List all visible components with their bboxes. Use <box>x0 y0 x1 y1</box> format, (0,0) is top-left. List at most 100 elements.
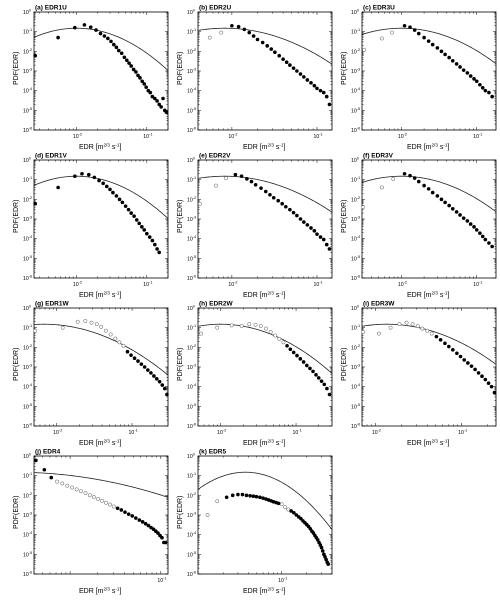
data-point <box>251 494 256 499</box>
data-point <box>156 531 160 535</box>
data-point <box>492 390 497 395</box>
data-point <box>408 25 412 29</box>
data-point <box>422 35 426 40</box>
data-point-open <box>205 513 210 517</box>
data-point <box>119 508 124 512</box>
data-point <box>233 172 238 177</box>
data-point-open <box>99 324 104 329</box>
data-point <box>245 177 249 181</box>
data-point <box>455 351 459 356</box>
x-tick-label: 10-2 <box>372 429 381 437</box>
data-point <box>98 31 103 36</box>
data-point <box>157 379 162 384</box>
x-tick-label: 10-2 <box>73 133 82 141</box>
x-tick-label: 10-1 <box>458 429 467 437</box>
y-tick-label: 10-2 <box>187 492 196 500</box>
data-point <box>108 187 112 192</box>
y-tick-label: 10-6 <box>351 127 360 135</box>
data-point <box>261 496 265 500</box>
data-point <box>164 110 169 115</box>
y-axis-label: PDF(EDR) <box>341 52 348 85</box>
data-point <box>139 362 144 366</box>
y-axis-label: PDF(EDR) <box>177 52 184 85</box>
data-point <box>146 368 150 372</box>
y-tick-label: 10-6 <box>187 127 196 135</box>
data-point <box>122 55 127 60</box>
data-point-open <box>420 326 425 331</box>
data-point <box>462 358 466 362</box>
data-point <box>33 201 37 206</box>
y-tick-label: 10-3 <box>187 364 196 372</box>
data-point-open <box>113 336 118 341</box>
data-point <box>263 189 268 194</box>
y-tick-label: 10-1 <box>23 176 32 184</box>
data-point <box>465 219 470 223</box>
data-point <box>140 225 144 229</box>
y-axis-label: PDF(EDR) <box>177 348 184 381</box>
data-point <box>49 475 54 480</box>
data-point <box>447 55 451 60</box>
data-point <box>430 42 435 47</box>
data-point-open <box>391 176 396 181</box>
data-point-open <box>197 201 202 206</box>
y-tick-label: 10-1 <box>23 28 32 36</box>
data-point <box>312 229 317 233</box>
data-point <box>144 85 148 90</box>
y-tick-label: 10-4 <box>187 383 196 391</box>
data-point-open <box>96 496 100 501</box>
data-point <box>416 179 421 184</box>
data-point <box>240 492 245 497</box>
data-point-open <box>397 322 402 327</box>
data-point <box>472 225 476 229</box>
data-point <box>318 88 323 93</box>
y-axis-label: PDF(EDR) <box>13 496 20 529</box>
y-tick-label: 10-6 <box>351 275 360 283</box>
data-point <box>284 204 288 209</box>
x-tick-label: 10-1 <box>314 281 323 289</box>
data-point-open <box>100 498 104 503</box>
data-point-open <box>361 330 366 334</box>
fit-curve <box>34 175 168 219</box>
data-point <box>82 23 87 27</box>
data-point <box>483 88 488 93</box>
data-point <box>443 52 447 57</box>
data-point <box>305 363 309 368</box>
data-point-open <box>75 319 80 324</box>
data-point <box>308 366 312 371</box>
y-tick-label: 10-1 <box>187 176 196 184</box>
data-point <box>295 213 299 218</box>
data-point <box>157 102 162 107</box>
panel-title: (i) EDR3W <box>363 301 395 308</box>
plot-frame <box>197 159 333 279</box>
data-point <box>327 247 332 251</box>
panel-title: (c) EDR3U <box>363 5 395 12</box>
y-tick-label: 10-3 <box>23 68 32 76</box>
data-point <box>42 467 47 472</box>
data-point <box>295 69 299 73</box>
data-point <box>73 25 77 30</box>
data-point <box>248 493 252 498</box>
data-point <box>315 537 320 542</box>
data-point <box>298 217 303 221</box>
data-point <box>73 174 77 179</box>
x-axis-label: EDR [m2/3 s-1] <box>407 438 449 447</box>
x-tick-label: 10-2 <box>217 429 226 437</box>
y-tick-label: 10-6 <box>23 423 32 431</box>
y-tick-label: 10-1 <box>187 324 196 332</box>
data-point <box>112 42 116 47</box>
data-point <box>132 214 136 218</box>
data-point-open <box>60 481 65 486</box>
data-point <box>247 30 252 35</box>
data-point <box>435 194 440 198</box>
data-point <box>273 50 277 55</box>
data-point-open <box>65 483 70 488</box>
data-point <box>305 223 310 227</box>
data-point <box>461 68 466 72</box>
y-tick-label: 10-4 <box>187 531 196 539</box>
data-point-open <box>425 328 430 333</box>
data-point <box>230 23 234 28</box>
data-point <box>324 557 328 562</box>
y-tick-label: 10-1 <box>187 28 196 36</box>
data-point <box>129 353 133 357</box>
y-tick-label: 10-4 <box>351 235 360 243</box>
